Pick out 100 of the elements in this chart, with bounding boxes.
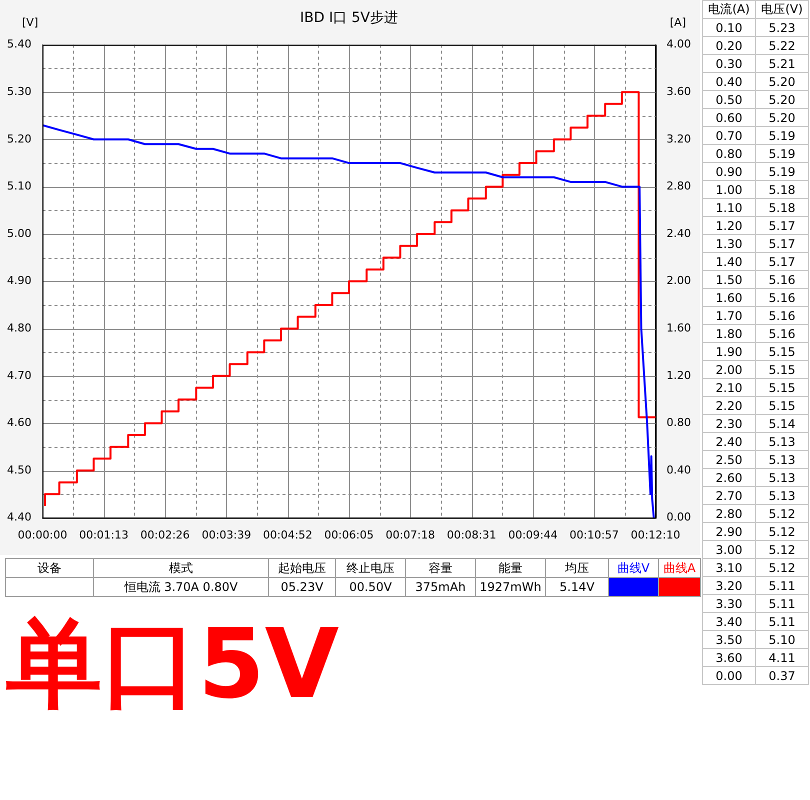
- text: 曲线A: [659, 559, 700, 578]
- y-tick-label: 4.80: [6, 321, 32, 334]
- text: 5.20: [756, 90, 808, 108]
- text: 5.13: [756, 486, 808, 504]
- text: 3.50: [702, 630, 756, 648]
- text: 1.00: [702, 180, 756, 198]
- x-tick-label: 00:02:26: [140, 528, 190, 542]
- text: 起始电压: [268, 558, 336, 578]
- text: 5.11: [756, 594, 808, 612]
- y2-tick-label: 3.60: [666, 84, 692, 98]
- x-tick-label: 00:08:31: [446, 528, 496, 542]
- text: 1.60: [702, 288, 756, 306]
- text: 电流(A): [702, 0, 756, 18]
- text: 1.20: [702, 216, 756, 234]
- text: 2.50: [702, 450, 756, 468]
- text: 0.90: [702, 162, 756, 180]
- text: 5.13: [756, 468, 808, 486]
- y2-tick-label: 2.40: [666, 226, 692, 240]
- text: 2.10: [702, 378, 756, 396]
- text: 375mAh: [406, 578, 476, 596]
- y-tick-label: 4.60: [6, 416, 32, 430]
- y2-tick-label: 1.60: [666, 321, 692, 334]
- y2-tick-label: 4.00: [666, 38, 692, 51]
- text: 0.20: [702, 36, 756, 54]
- text: 0.60: [702, 108, 756, 126]
- text: 5.19: [756, 144, 808, 162]
- text: 终止电压: [336, 558, 406, 578]
- x-tick-label: 00:12:10: [630, 528, 680, 542]
- text: 5.19: [756, 126, 808, 144]
- text: 0.50: [702, 90, 756, 108]
- text: 5.17: [756, 252, 808, 270]
- text: 2.60: [702, 468, 756, 486]
- text: 电压(V): [756, 0, 808, 18]
- y2-tick-label: 2.00: [666, 274, 692, 288]
- text: 5.15: [756, 342, 808, 360]
- text: 3.10: [702, 558, 756, 576]
- text: 2.00: [702, 360, 756, 378]
- text: 1.30: [702, 234, 756, 252]
- text: 0.10: [702, 18, 756, 36]
- text: 5.11: [756, 612, 808, 630]
- text: 0.37: [756, 666, 808, 684]
- text: 1.50: [702, 270, 756, 288]
- y-axis-title: [V]: [22, 16, 38, 30]
- y2-tick-label: 0.00: [666, 510, 692, 524]
- x-tick-label: 00:03:39: [202, 528, 252, 542]
- text: 5.15: [756, 396, 808, 414]
- x-tick-label: 00:01:13: [79, 528, 128, 542]
- y2-tick-label: 0.40: [666, 463, 692, 476]
- text: 单口5V: [6, 608, 340, 720]
- text: 5.14: [756, 414, 808, 432]
- text: 5.13: [756, 432, 808, 450]
- y2-tick-label: 0.80: [666, 416, 692, 430]
- text: 5.18: [756, 198, 808, 216]
- text: 设备: [6, 558, 94, 578]
- chart-title: IBD I口 5V步进: [300, 10, 398, 26]
- text: 1927mWh: [476, 578, 546, 596]
- text: 5.23: [756, 18, 808, 36]
- text: 5.21: [756, 54, 808, 72]
- text: 5.16: [756, 288, 808, 306]
- text: 2.70: [702, 486, 756, 504]
- y-tick-label: 4.70: [6, 368, 32, 382]
- text: 5.12: [756, 522, 808, 540]
- text: 5.10: [756, 630, 808, 648]
- text: 5.16: [756, 270, 808, 288]
- text: 1.80: [702, 324, 756, 342]
- text: 2.80: [702, 504, 756, 522]
- x-tick-label: 00:00:00: [18, 528, 68, 542]
- text: 模式: [94, 558, 268, 578]
- text: 0.00: [702, 666, 756, 684]
- y-tick-label: 5.40: [6, 38, 32, 51]
- x-tick-label: 00:06:05: [324, 528, 374, 542]
- text: 5.15: [756, 360, 808, 378]
- y-tick-label: 5.00: [6, 226, 32, 240]
- text: 1.90: [702, 342, 756, 360]
- y-tick-label: 4.90: [6, 274, 32, 288]
- text: 00.50V: [336, 578, 406, 596]
- text: 5.19: [756, 162, 808, 180]
- text: 5.17: [756, 234, 808, 252]
- text: 5.16: [756, 324, 808, 342]
- x-tick-label: 00:10:57: [570, 528, 619, 542]
- text: 3.00: [702, 540, 756, 558]
- text: 0.40: [702, 72, 756, 90]
- y2-tick-label: 3.20: [666, 132, 692, 146]
- y-tick-label: 5.10: [6, 180, 32, 193]
- text: 2.30: [702, 414, 756, 432]
- text: 曲线V: [609, 559, 658, 578]
- x-tick-label: 00:09:44: [508, 528, 558, 542]
- text: 3.30: [702, 594, 756, 612]
- text: 5.12: [756, 540, 808, 558]
- y-tick-label: 4.40: [6, 510, 32, 524]
- text: 5.16: [756, 306, 808, 324]
- text: 5.20: [756, 72, 808, 90]
- text: 0.70: [702, 126, 756, 144]
- text: 5.12: [756, 504, 808, 522]
- text: 5.20: [756, 108, 808, 126]
- text: 5.17: [756, 216, 808, 234]
- x-tick-label: 00:07:18: [386, 528, 436, 542]
- text: 1.10: [702, 198, 756, 216]
- text: 2.40: [702, 432, 756, 450]
- text: 均压: [546, 558, 608, 578]
